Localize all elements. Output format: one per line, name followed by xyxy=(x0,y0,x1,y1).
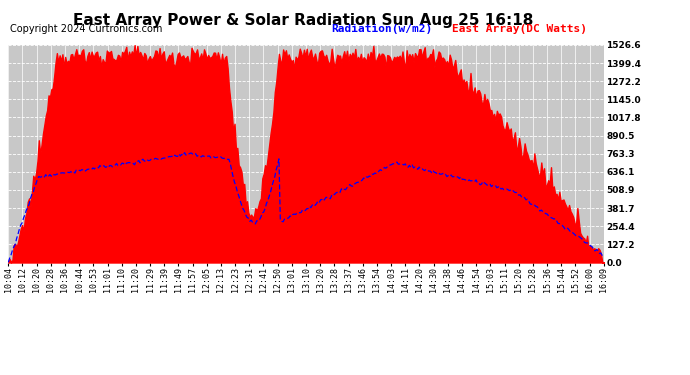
Text: East Array Power & Solar Radiation Sun Aug 25 16:18: East Array Power & Solar Radiation Sun A… xyxy=(73,13,534,28)
Text: Copyright 2024 Curtronics.com: Copyright 2024 Curtronics.com xyxy=(10,24,163,34)
Text: Radiation(w/m2): Radiation(w/m2) xyxy=(331,24,433,34)
Text: East Array(DC Watts): East Array(DC Watts) xyxy=(452,24,587,34)
